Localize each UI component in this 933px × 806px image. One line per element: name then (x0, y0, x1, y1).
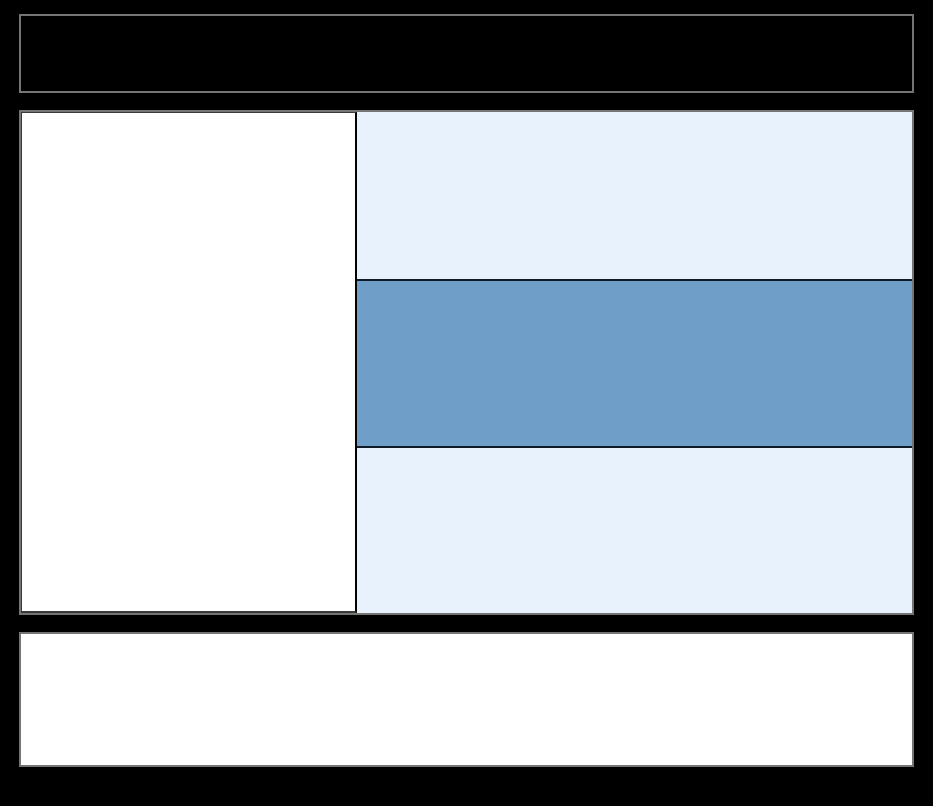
header-box (19, 14, 914, 93)
left-sidebar-panel (21, 112, 357, 613)
footer-box (19, 632, 914, 767)
content-inner (21, 112, 912, 613)
content-rows-area (357, 112, 912, 613)
content-row-top (357, 112, 912, 279)
content-row-middle-highlighted (357, 279, 912, 448)
content-section (19, 110, 914, 615)
content-row-bottom (357, 448, 912, 613)
